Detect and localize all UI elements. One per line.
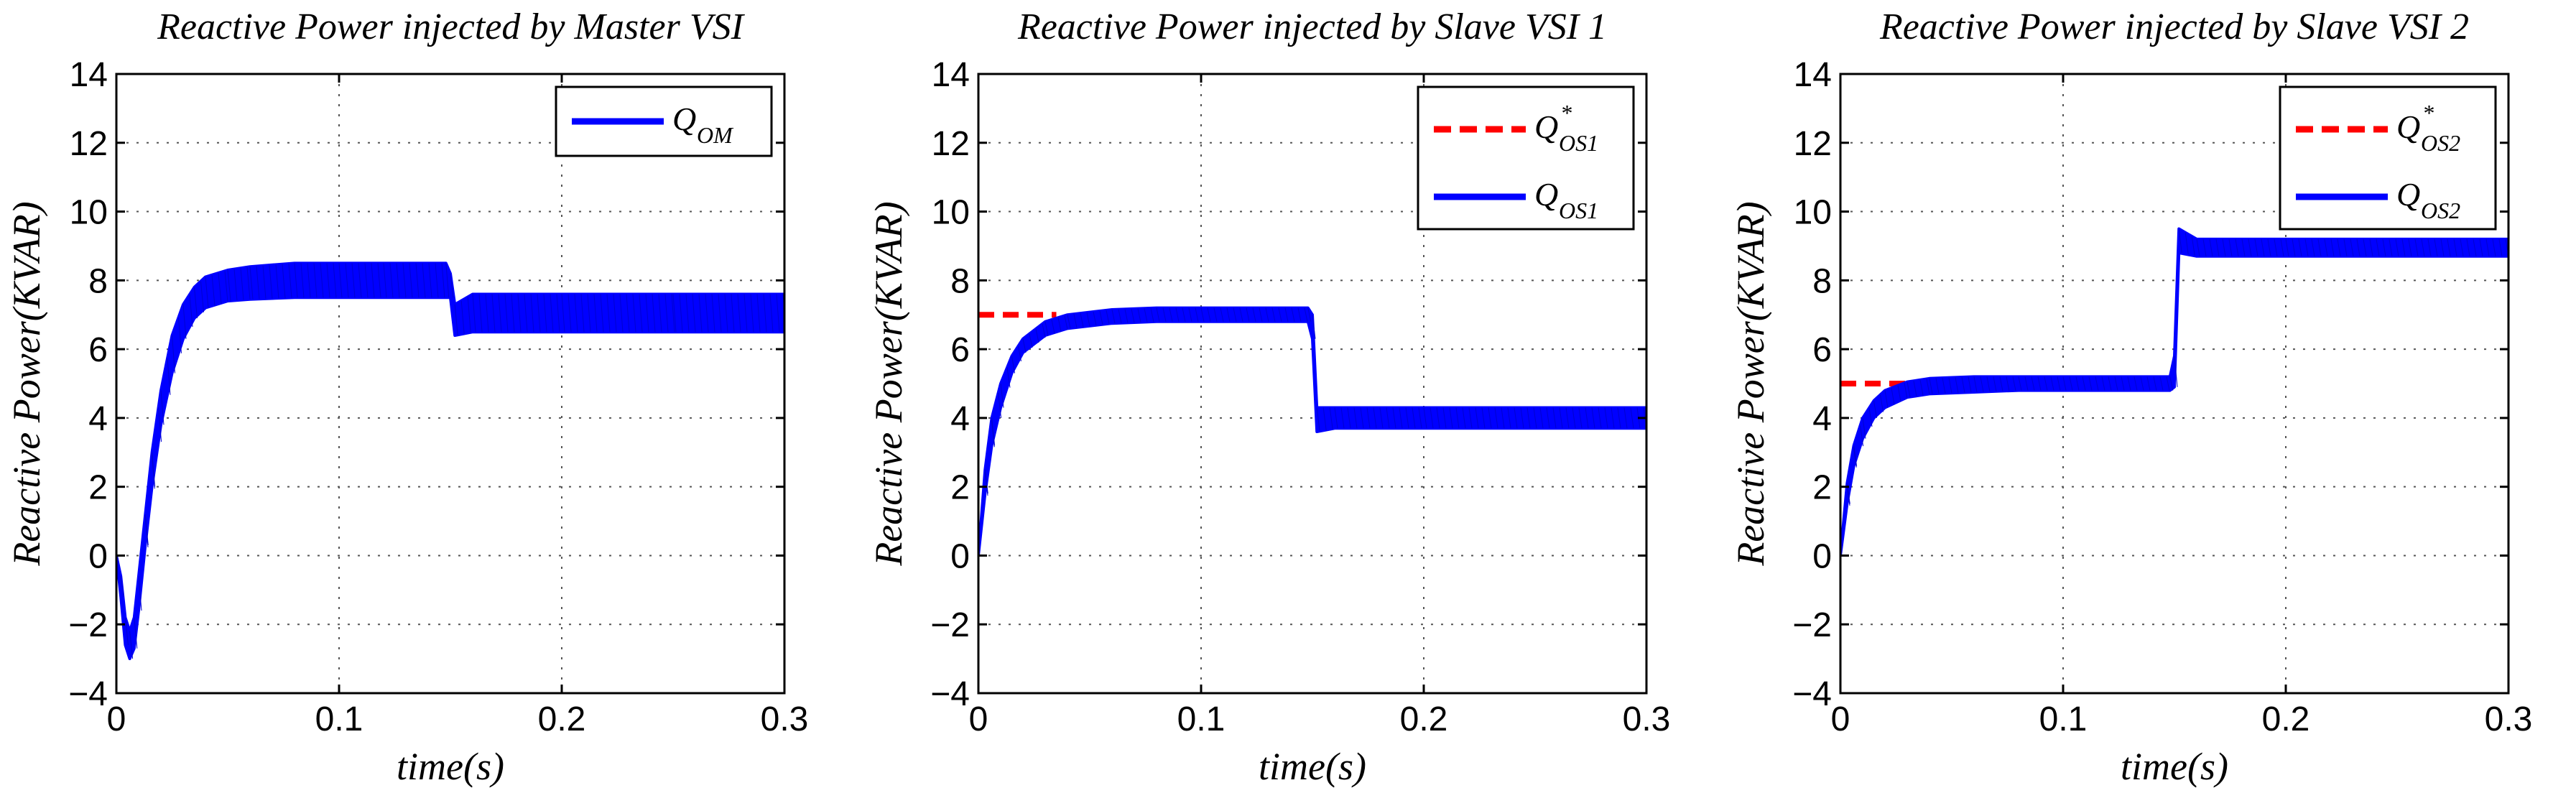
legend-label-subscript: OS2 bbox=[2421, 198, 2460, 223]
legend-box bbox=[1417, 85, 1635, 231]
y-tick-label: 12 bbox=[70, 125, 108, 163]
x-tick-label: 0 bbox=[107, 700, 126, 738]
x-tick-label: 0 bbox=[969, 700, 988, 738]
legend-box bbox=[2279, 85, 2497, 231]
legend-label-subscript: OS1 bbox=[1559, 198, 1598, 223]
x-tick-label: 0.2 bbox=[538, 700, 586, 738]
y-tick-label: −2 bbox=[1792, 606, 1832, 644]
x-tick-label: 0.1 bbox=[2039, 700, 2088, 738]
plot-frame bbox=[977, 73, 1648, 695]
plot-frame bbox=[1839, 73, 2510, 695]
y-tick-label: 0 bbox=[950, 537, 970, 575]
y-tick-label: 4 bbox=[1812, 400, 1832, 438]
series-ripple bbox=[1840, 228, 2508, 556]
legend-label-superscript: * bbox=[2422, 100, 2434, 126]
x-tick-label: 0.2 bbox=[2262, 700, 2310, 738]
y-tick-label: 12 bbox=[932, 125, 970, 163]
y-tick-label: 2 bbox=[950, 469, 970, 507]
y-tick-label: 0 bbox=[1812, 537, 1832, 575]
y-tick-label: 14 bbox=[1794, 56, 1832, 94]
series-ripple bbox=[116, 263, 784, 659]
x-tick-label: 0 bbox=[1831, 700, 1850, 738]
chart-title: Reactive Power injected by Master VSI bbox=[157, 6, 745, 47]
y-tick-label: −4 bbox=[1792, 675, 1832, 713]
x-tick-label: 0.3 bbox=[1623, 700, 1671, 738]
y-tick-label: −4 bbox=[930, 675, 970, 713]
x-tick-label: 0.2 bbox=[1400, 700, 1448, 738]
y-tick-label: 6 bbox=[1812, 331, 1832, 369]
legend-label-main: Q bbox=[1534, 176, 1558, 213]
y-tick-label: 12 bbox=[1794, 125, 1832, 163]
chart-title: Reactive Power injected by Slave VSI 2 bbox=[1879, 6, 2469, 47]
y-tick-label: −4 bbox=[68, 675, 108, 713]
x-axis-label: time(s) bbox=[2121, 745, 2228, 788]
y-tick-label: 8 bbox=[88, 262, 108, 300]
y-axis-label: Reactive Power(KVAR) bbox=[5, 201, 48, 566]
chart-panel-slave-vsi-1: Reactive Power injected by Slave VSI 1 0 0… bbox=[862, 0, 1720, 793]
y-tick-label: 14 bbox=[70, 56, 108, 94]
legend-label-main: Q bbox=[1534, 108, 1558, 145]
y-tick-label: 14 bbox=[932, 56, 970, 94]
y-tick-label: 0 bbox=[88, 537, 108, 575]
legend-label-subscript: OS2 bbox=[2421, 130, 2460, 156]
x-tick-label: 0.1 bbox=[1177, 700, 1226, 738]
legend-label-main: Q bbox=[2396, 108, 2420, 145]
legend: Q OS2*Q OS2 bbox=[2279, 85, 2497, 231]
legend-item: Q OS1 * bbox=[1434, 100, 1598, 156]
chart-svg: Reactive Power injected by Slave VSI 1 0 0… bbox=[867, 6, 1671, 788]
y-tick-label: 8 bbox=[1812, 262, 1832, 300]
legend: Q OS1*Q OS1 bbox=[1417, 85, 1635, 231]
legend-item: Q OS2 * bbox=[2296, 100, 2460, 156]
y-tick-label: 6 bbox=[950, 331, 970, 369]
y-tick-label: 4 bbox=[88, 400, 108, 438]
y-tick-label: 2 bbox=[88, 469, 108, 507]
legend-item: Q OM bbox=[572, 101, 734, 148]
legend-label-main: Q bbox=[2396, 176, 2420, 213]
chart-title: Reactive Power injected by Slave VSI 1 bbox=[1017, 6, 1607, 47]
series-band-os1 bbox=[978, 306, 1646, 557]
y-tick-label: 4 bbox=[950, 400, 970, 438]
legend-label-subscript: OS1 bbox=[1559, 130, 1598, 156]
chart-panel-slave-vsi-2: Reactive Power injected by Slave VSI 2 0 0… bbox=[1724, 0, 2576, 793]
x-tick-label: 0.3 bbox=[2485, 700, 2533, 738]
y-axis-label: Reactive Power(KVAR) bbox=[867, 201, 910, 566]
chart-svg: Reactive Power injected by Master VSI 0 0.… bbox=[5, 6, 809, 788]
y-tick-label: 10 bbox=[932, 194, 970, 232]
legend-label-superscript: * bbox=[1560, 100, 1572, 126]
y-tick-label: −2 bbox=[68, 606, 108, 644]
legend-label-main: Q bbox=[672, 101, 696, 137]
y-tick-label: 2 bbox=[1812, 469, 1832, 507]
y-axis-label: Reactive Power(KVAR) bbox=[1729, 201, 1772, 566]
chart-svg: Reactive Power injected by Slave VSI 2 0 0… bbox=[1729, 6, 2533, 788]
y-tick-label: 10 bbox=[1794, 194, 1832, 232]
plot-frame bbox=[115, 73, 786, 695]
x-tick-label: 0.3 bbox=[761, 700, 809, 738]
x-axis-label: time(s) bbox=[397, 745, 504, 788]
legend-item: Q OS1 bbox=[1434, 176, 1598, 223]
y-tick-label: 10 bbox=[70, 194, 108, 232]
series-band-om bbox=[116, 261, 784, 661]
y-tick-label: 6 bbox=[88, 331, 108, 369]
series-band-os2 bbox=[1840, 227, 2508, 557]
legend: Q OM bbox=[555, 85, 773, 157]
chart-panel-master-vsi: Reactive Power injected by Master VSI 0 0.… bbox=[0, 0, 858, 793]
legend-item: Q OS2 bbox=[2296, 176, 2460, 223]
series-ripple bbox=[978, 307, 1646, 556]
y-tick-label: −2 bbox=[930, 606, 970, 644]
y-tick-label: 8 bbox=[950, 262, 970, 300]
x-tick-label: 0.1 bbox=[315, 700, 363, 738]
x-axis-label: time(s) bbox=[1259, 745, 1366, 788]
legend-label-subscript: OM bbox=[697, 122, 734, 148]
